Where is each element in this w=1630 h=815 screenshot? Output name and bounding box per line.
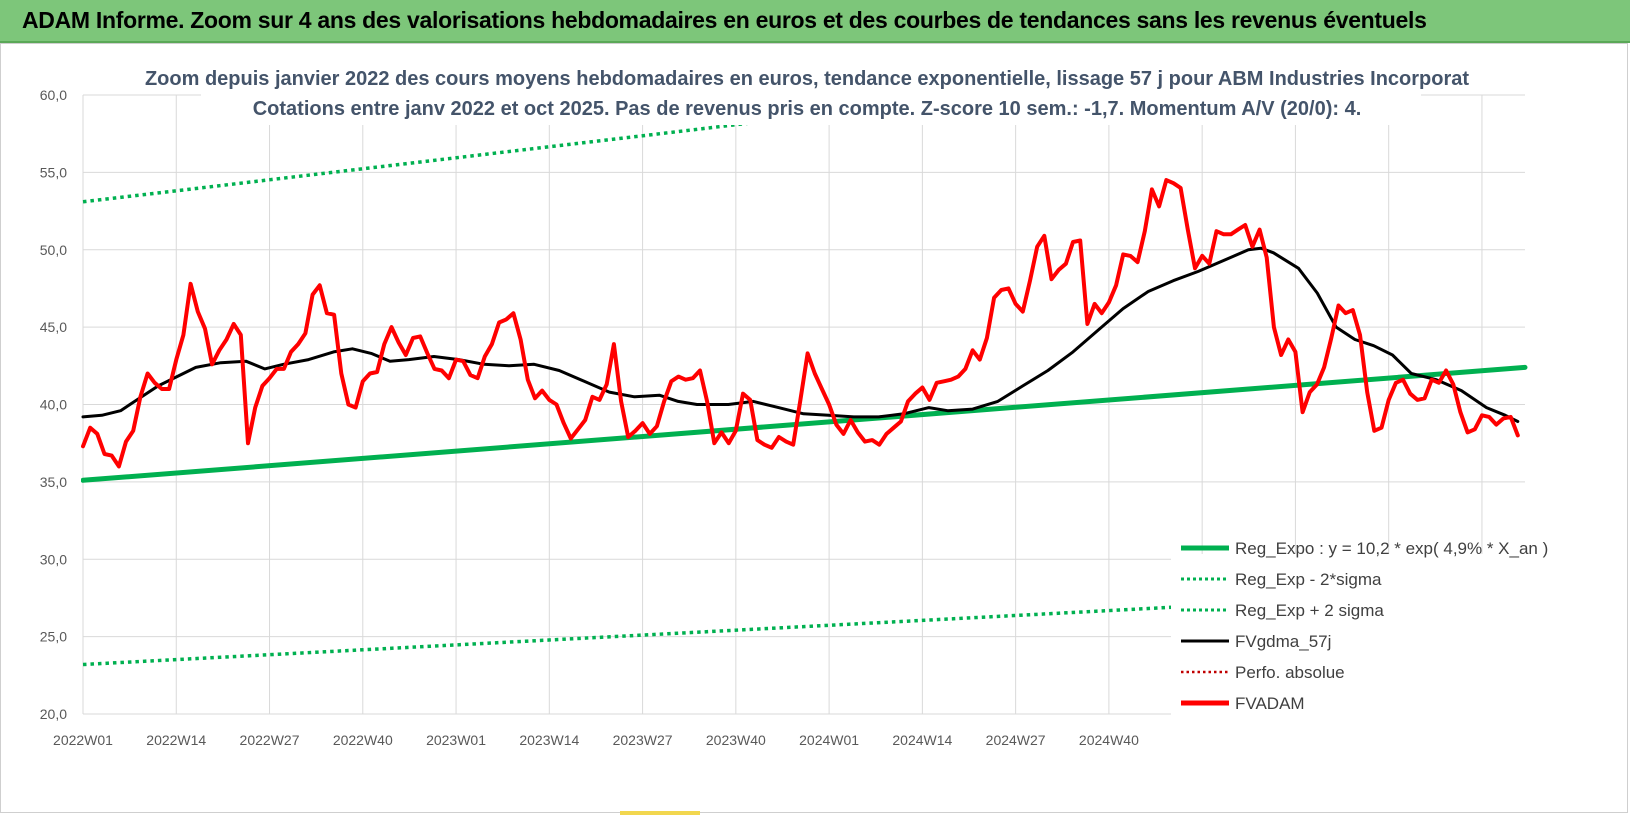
report-header: ADAM Informe. Zoom sur 4 ans des valoris…	[0, 0, 1630, 43]
series-fvadam	[81, 178, 1520, 469]
series-layer	[81, 93, 1528, 667]
chart-title-line-1: Zoom depuis janvier 2022 des cours moyen…	[145, 68, 1469, 90]
y-tick-label: 45,0	[40, 319, 67, 335]
x-tick-label: 2024W27	[986, 732, 1046, 748]
x-tick-label: 2022W14	[146, 732, 206, 748]
y-tick-label: 30,0	[40, 551, 67, 567]
report-title: ADAM Informe. Zoom sur 4 ans des valoris…	[22, 7, 1427, 33]
x-tick-label: 2022W40	[333, 732, 393, 748]
y-tick-label: 55,0	[40, 164, 67, 180]
y-tick-label: 40,0	[40, 397, 67, 413]
legend-label-reg-exp-plus: Reg_Exp + 2 sigma	[1235, 601, 1384, 620]
x-tick-label: 2024W14	[892, 732, 952, 748]
x-tick-label: 2023W14	[519, 732, 579, 748]
title-backing	[201, 61, 1421, 125]
legend-label-perfo: Perfo. absolue	[1235, 663, 1345, 682]
x-tick-label: 2024W01	[799, 732, 859, 748]
y-tick-label: 50,0	[40, 242, 67, 258]
legend-label-reg-expo: Reg_Expo : y = 10,2 * exp( 4,9% * X_an )	[1235, 539, 1548, 558]
y-tick-label: 20,0	[40, 706, 67, 722]
x-tick-label: 2024W40	[1079, 732, 1139, 748]
x-tick-label: 2023W27	[613, 732, 673, 748]
legend-label-fvgdma: FVgdma_57j	[1235, 632, 1331, 651]
series-reg-expo	[81, 364, 1528, 483]
x-tick-label: 2022W01	[53, 732, 113, 748]
legend: Reg_Expo : y = 10,2 * exp( 4,9% * X_an )…	[1181, 539, 1548, 713]
legend-label-fvadam: FVADAM	[1235, 694, 1305, 713]
x-tick-label: 2023W40	[706, 732, 766, 748]
vertical-gridlines	[82, 95, 1483, 714]
legend-backing	[1171, 554, 1566, 764]
x-tick-label: 2022W27	[240, 732, 300, 748]
series-fvgdma-57j	[81, 246, 1520, 423]
chart: 20,0 25,0 30,0 35,0 40,0 45,0 50,0 55,0 60,0 202…	[1, 44, 1627, 812]
legend-label-reg-exp-minus: Reg_Exp - 2*sigma	[1235, 570, 1382, 589]
series-reg-exp-plus-2sigma	[82, 93, 1020, 204]
chart-frame: 20,0 25,0 30,0 35,0 40,0 45,0 50,0 55,0 60,0 202…	[0, 43, 1628, 813]
bottom-accent-bar	[620, 811, 700, 815]
y-tick-label: 25,0	[40, 629, 67, 645]
y-tick-label: 35,0	[40, 474, 67, 490]
chart-title-line-2: Cotations entre janv 2022 et oct 2025. P…	[253, 98, 1362, 120]
x-tick-label: 2023W01	[426, 732, 486, 748]
y-tick-label: 60,0	[40, 87, 67, 103]
y-axis-ticks: 20,0 25,0 30,0 35,0 40,0 45,0 50,0 55,0 60,0	[40, 87, 67, 722]
